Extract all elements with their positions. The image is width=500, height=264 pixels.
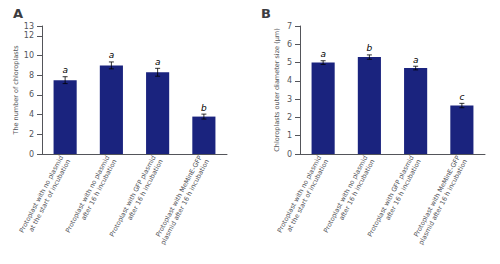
svg-text:A: A (13, 6, 23, 21)
svg-text:at the start of incubation: at the start of incubation (27, 158, 72, 233)
svg-text:7: 7 (287, 22, 292, 31)
svg-text:Protoplast with MeMinE-GFP: Protoplast with MeMinE-GFP (154, 154, 204, 238)
svg-text:4: 4 (287, 76, 292, 85)
svg-text:Protoplast with no plasmid: Protoplast with no plasmid (18, 154, 65, 234)
svg-text:b: b (201, 103, 207, 113)
svg-text:2: 2 (29, 130, 34, 139)
svg-text:plasmid after 16 h incubation: plasmid after 16 h incubation (159, 158, 211, 246)
svg-text:2: 2 (287, 113, 292, 122)
svg-text:a: a (320, 49, 326, 59)
svg-text:after 16 h incubation: after 16 h incubation (337, 158, 376, 222)
svg-text:a: a (413, 55, 419, 65)
svg-text:Protoplast with GFP plasmid: Protoplast with GFP plasmid (108, 154, 158, 238)
svg-text:after 16 h incubation: after 16 h incubation (79, 158, 118, 222)
svg-text:3: 3 (287, 95, 292, 104)
svg-text:The number of chloroplasts: The number of chloroplasts (12, 45, 20, 136)
svg-text:plasmid after 16 h incubation: plasmid after 16 h incubation (417, 158, 469, 246)
svg-text:after 16 h incubation: after 16 h incubation (126, 158, 165, 222)
svg-text:at the start of incubation: at the start of incubation (285, 158, 330, 233)
svg-text:a: a (109, 50, 115, 60)
svg-text:10: 10 (24, 51, 34, 60)
svg-text:1: 1 (287, 131, 292, 140)
svg-text:6: 6 (287, 40, 292, 49)
svg-text:8: 8 (29, 71, 34, 80)
svg-text:12: 12 (24, 31, 34, 40)
svg-text:after 16 h incubation: after 16 h incubation (384, 158, 423, 222)
svg-text:b: b (367, 43, 373, 53)
svg-text:c: c (459, 92, 464, 102)
svg-text:Protoplast with MeMinE-GFP: Protoplast with MeMinE-GFP (412, 154, 462, 238)
svg-text:13: 13 (24, 22, 34, 31)
svg-text:Protoplast with no plasmid: Protoplast with no plasmid (276, 154, 323, 234)
svg-text:5: 5 (287, 58, 292, 67)
svg-text:0: 0 (287, 150, 292, 159)
svg-text:Protoplast with no plasmid: Protoplast with no plasmid (322, 154, 369, 234)
svg-text:Protoplast with GFP plasmid: Protoplast with GFP plasmid (366, 154, 416, 238)
svg-text:0: 0 (29, 150, 34, 159)
svg-text:B: B (261, 6, 271, 21)
svg-text:4: 4 (29, 110, 34, 119)
svg-text:a: a (155, 57, 161, 67)
svg-text:Protoplast with no plasmid: Protoplast with no plasmid (64, 154, 111, 234)
svg-text:a: a (62, 65, 68, 75)
svg-text:6: 6 (29, 90, 34, 99)
svg-text:Chloroplasts outer diameter si: Chloroplasts outer diameter size (µm) (273, 28, 281, 151)
